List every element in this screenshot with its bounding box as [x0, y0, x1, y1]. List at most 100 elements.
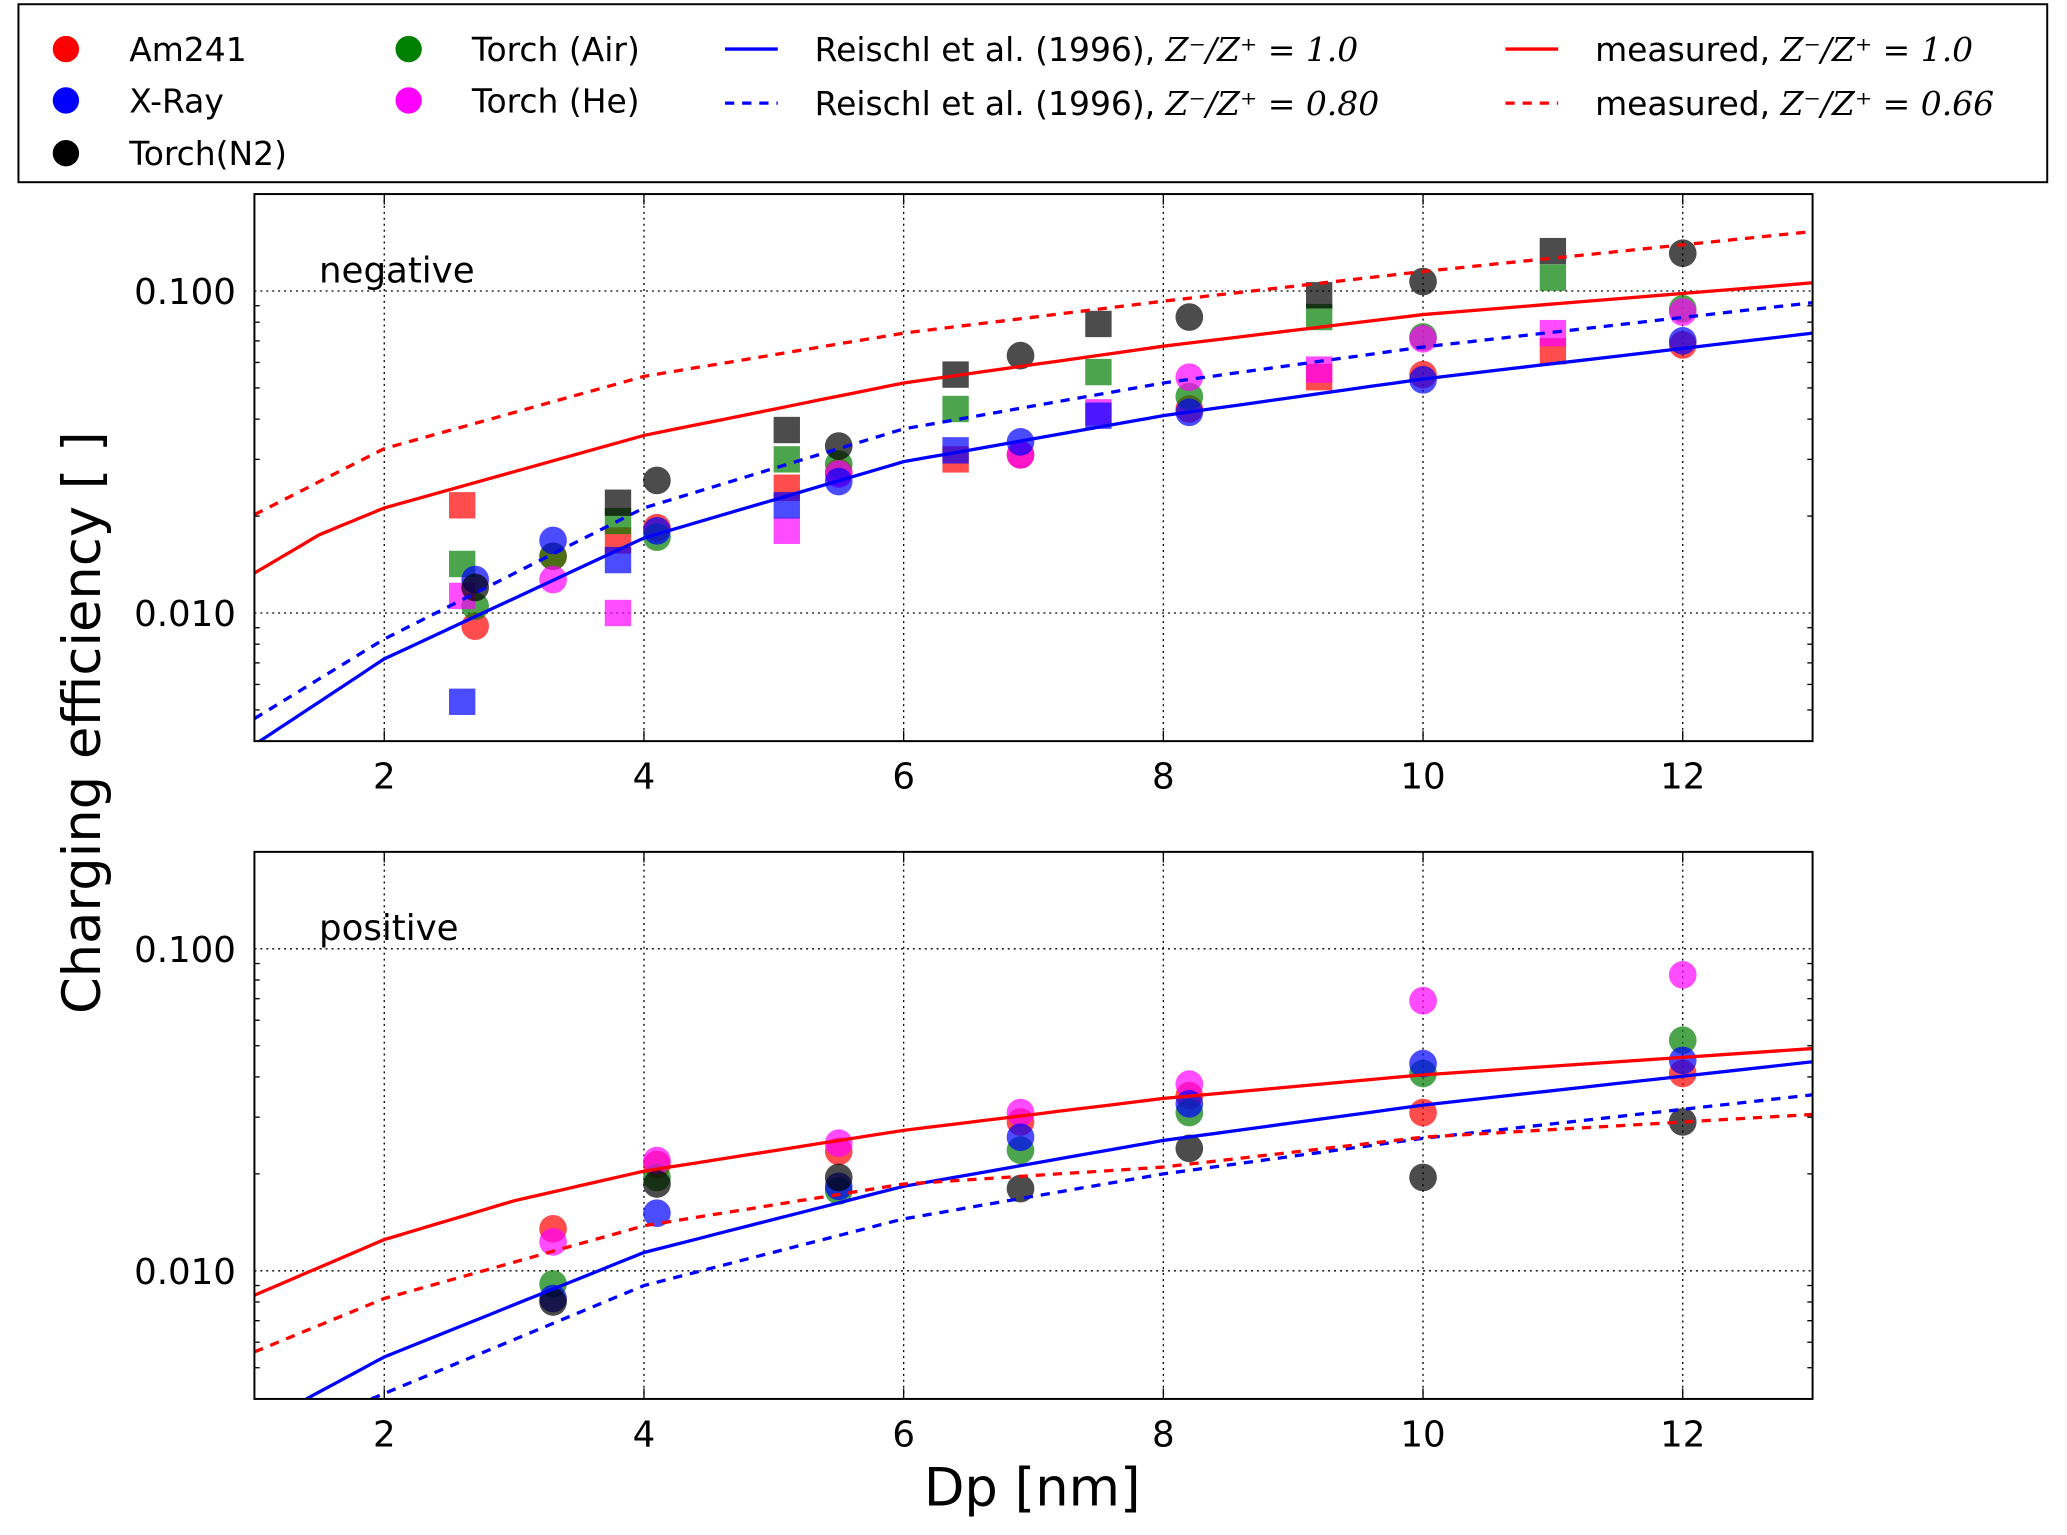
square-point-torch-air- — [1085, 358, 1112, 386]
circle-point-torch-n2- — [824, 1163, 853, 1192]
legend-label: X-Ray — [129, 81, 224, 120]
legend-marker-am241 — [52, 35, 80, 63]
legend-marker-x-ray — [52, 87, 80, 114]
x-tick-label: 12 — [1660, 757, 1705, 798]
legend-label-text: Reischl et al. (1996), — [815, 30, 1166, 69]
circle-point-x-ray — [1409, 1049, 1437, 1078]
circle-point-torch-he- — [1175, 363, 1204, 392]
legend-label-text: measured, — [1595, 30, 1780, 69]
panel-positive: 2 4 6 8 10 12 0.100 0.010 positive — [134, 850, 1814, 1455]
circle-point-torch-n2- — [643, 466, 671, 495]
circle-point-torch-n2- — [539, 1288, 567, 1316]
square-point-torch-air- — [773, 446, 800, 473]
circle-point-torch-he- — [1409, 986, 1437, 1015]
x-tick-label: 4 — [633, 757, 656, 798]
x-tick-label: 8 — [1152, 757, 1175, 798]
square-point-torch-n2- — [604, 489, 632, 516]
legend-label: Torch (Air) — [471, 30, 640, 69]
x-tick-label: 6 — [892, 1414, 915, 1455]
legend-marker-torch-he- — [395, 87, 422, 114]
legend-label: Torch(N2) — [128, 134, 287, 173]
circle-point-torch-n2- — [824, 432, 853, 460]
legend-label-text: measured, — [1595, 84, 1780, 123]
plot-area — [254, 961, 1813, 1399]
reischl-curve-dashed — [370, 1093, 1813, 1399]
reischl-curve-dashed — [254, 301, 1813, 721]
circle-point-torch-he- — [1668, 298, 1697, 326]
x-tick-label: 10 — [1400, 1414, 1445, 1455]
y-tick-label: 0.100 — [134, 930, 236, 971]
circle-point-torch-n2- — [1409, 267, 1437, 296]
panel-label: positive — [319, 908, 459, 949]
x-tick-label: 6 — [892, 757, 915, 798]
square-point-torch-he- — [604, 599, 632, 627]
square-point-torch-n2- — [1085, 310, 1112, 338]
panel-label: negative — [319, 250, 475, 291]
y-tick-label: 0.010 — [134, 1252, 236, 1293]
legend-marker-torch-n2- — [52, 140, 80, 167]
circle-point-torch-n2- — [1006, 341, 1035, 370]
square-point-torch-he- — [773, 517, 800, 544]
circle-point-torch-n2- — [1668, 239, 1697, 268]
x-tick-label: 12 — [1660, 1414, 1705, 1455]
plot-frame — [253, 193, 1814, 743]
y-axis-label: Charging efficiency [ ] — [52, 431, 113, 1014]
circle-point-torch-n2- — [1175, 303, 1204, 331]
circle-point-x-ray — [643, 1199, 671, 1228]
plot-area — [254, 229, 1813, 742]
legend-label: Torch (He) — [471, 81, 640, 120]
reischl-curve-solid — [256, 331, 1813, 742]
legend-label: Reischl et al. (1996), Z⁻/Z⁺ = 1.0 — [815, 30, 1359, 69]
measured-curve-solid — [254, 281, 1813, 575]
circle-point-torch-he- — [1175, 1070, 1204, 1098]
x-tick-label: 8 — [1152, 1414, 1175, 1455]
circle-point-x-ray — [1668, 1046, 1697, 1075]
legend-label-math: Z⁻/Z⁺ = 1.0 — [1780, 30, 1974, 69]
plot-frame — [253, 850, 1814, 1400]
legend: Am241 X-Ray Torch(N2) Torch (Air) Torch (He)… — [17, 3, 2049, 184]
square-point-torch-air- — [1539, 264, 1567, 291]
reischl-curve-solid — [305, 1060, 1813, 1399]
legend-label-math: Z⁻/Z⁺ = 1.0 — [1165, 30, 1359, 69]
square-point-am241 — [448, 492, 476, 519]
x-axis-label: Dp [nm] — [924, 1458, 1141, 1519]
circle-point-torch-n2- — [1668, 1108, 1697, 1136]
measured-curve-solid — [254, 1046, 1813, 1297]
circle-point-torch-n2- — [643, 1170, 671, 1198]
legend-label: Am241 — [129, 30, 246, 69]
circle-point-torch-n2- — [1175, 1134, 1204, 1163]
panel-negative: 2 4 6 8 10 12 0.100 0.010 negative — [134, 193, 1814, 798]
circle-point-torch-he- — [1409, 325, 1437, 353]
square-point-torch-n2- — [1305, 282, 1333, 309]
square-point-x-ray — [448, 688, 476, 715]
legend-label: Reischl et al. (1996), Z⁻/Z⁺ = 0.80 — [815, 84, 1379, 123]
legend-frame — [17, 3, 2049, 184]
circle-point-x-ray — [539, 526, 567, 555]
legend-label: measured, Z⁻/Z⁺ = 0.66 — [1595, 84, 1994, 123]
plot-background — [254, 194, 1813, 742]
measured-curve-dashed — [254, 229, 1813, 517]
circle-point-torch-n2- — [1006, 1174, 1035, 1203]
y-tick-label: 0.010 — [134, 594, 236, 635]
legend-label-math: Z⁻/Z⁺ = 0.66 — [1780, 84, 1995, 123]
circle-point-x-ray — [1006, 1123, 1035, 1152]
circle-point-torch-he- — [1668, 961, 1697, 989]
circle-point-torch-he- — [1006, 1098, 1035, 1127]
x-tick-label: 10 — [1400, 757, 1445, 798]
circle-point-torch-n2- — [1409, 1163, 1437, 1192]
legend-marker-torch-air- — [395, 35, 422, 63]
y-tick-label: 0.100 — [134, 272, 236, 313]
legend-label-text: Reischl et al. (1996), — [815, 84, 1166, 123]
legend-label: measured, Z⁻/Z⁺ = 1.0 — [1595, 30, 1973, 69]
circle-point-torch-n2- — [461, 573, 490, 602]
circle-point-torch-he- — [539, 1228, 567, 1256]
x-tick-label: 2 — [373, 1414, 396, 1455]
measured-curve-dashed — [254, 1112, 1813, 1354]
x-tick-label: 4 — [633, 1414, 656, 1455]
x-tick-label: 2 — [373, 757, 396, 798]
legend-label-math: Z⁻/Z⁺ = 0.80 — [1165, 84, 1380, 123]
circle-point-torch-air- — [1668, 1026, 1697, 1055]
square-point-torch-n2- — [773, 416, 800, 444]
